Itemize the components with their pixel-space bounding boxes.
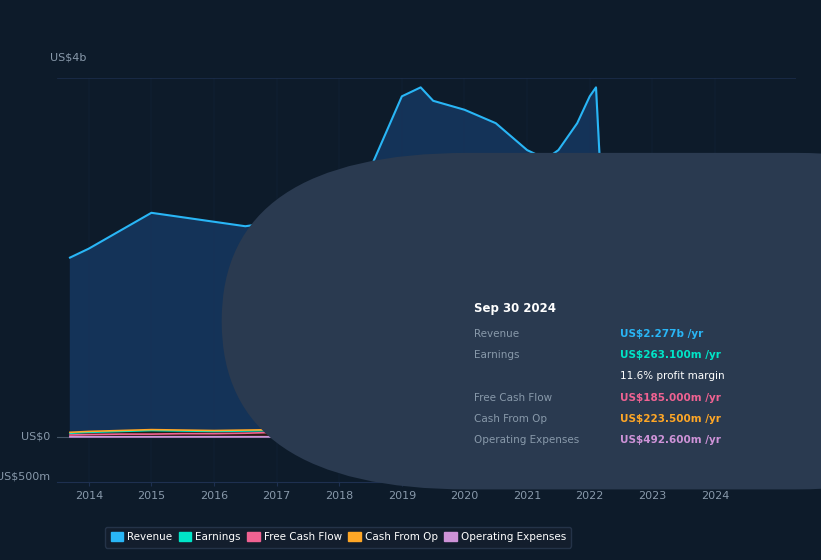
Text: -US$500m: -US$500m <box>0 472 50 482</box>
Text: 11.6% profit margin: 11.6% profit margin <box>620 371 724 381</box>
Legend: Revenue, Earnings, Free Cash Flow, Cash From Op, Operating Expenses: Revenue, Earnings, Free Cash Flow, Cash … <box>105 527 571 548</box>
Text: US$4b: US$4b <box>50 52 86 62</box>
Text: US$0: US$0 <box>21 432 50 442</box>
Text: Cash From Op: Cash From Op <box>474 414 547 424</box>
Text: US$2.277b /yr: US$2.277b /yr <box>620 329 703 339</box>
Text: US$263.100m /yr: US$263.100m /yr <box>620 350 721 360</box>
Text: Earnings: Earnings <box>474 350 519 360</box>
Text: Sep 30 2024: Sep 30 2024 <box>474 302 556 315</box>
Text: Operating Expenses: Operating Expenses <box>474 435 579 445</box>
Text: Revenue: Revenue <box>474 329 519 339</box>
Text: US$492.600m /yr: US$492.600m /yr <box>620 435 721 445</box>
Text: Free Cash Flow: Free Cash Flow <box>474 393 552 403</box>
Text: US$185.000m /yr: US$185.000m /yr <box>620 393 721 403</box>
Text: US$223.500m /yr: US$223.500m /yr <box>620 414 721 424</box>
